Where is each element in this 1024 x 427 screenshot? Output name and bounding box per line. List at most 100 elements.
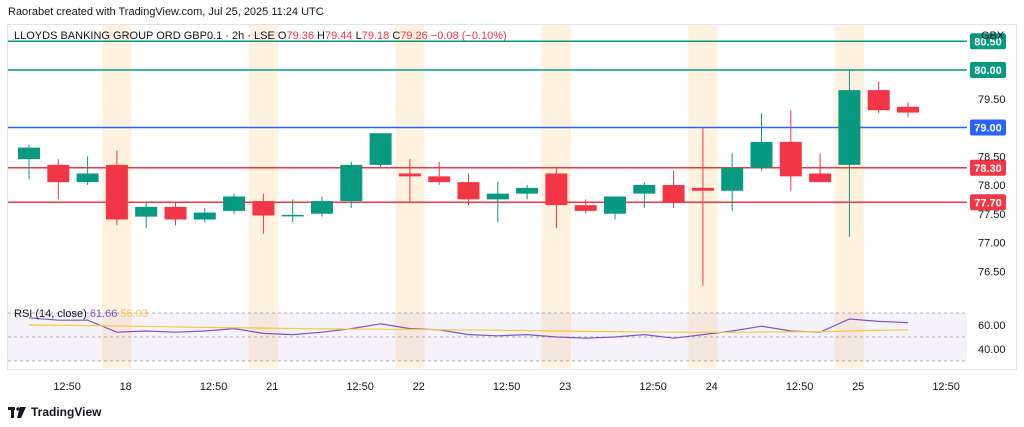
rsi-series-0 <box>28 317 909 339</box>
level-badge-label-4: 77.70 <box>974 197 1002 209</box>
candle-17 <box>516 185 539 200</box>
price-axis: 76.50 77.00 77.50 78.00 78.50 79.50 <box>978 94 1006 279</box>
candle-7 <box>223 193 246 214</box>
candle-24 <box>721 153 744 211</box>
candle-27 <box>809 153 832 183</box>
level-badge-bg-1 <box>970 62 1006 78</box>
candle-body-24 <box>721 167 744 191</box>
candle-8 <box>252 193 275 234</box>
price-tick-label-3: 78.00 <box>978 180 1006 192</box>
time-tick-label-4: 12:50 <box>346 381 374 393</box>
candle-body-12 <box>369 133 392 165</box>
rsi-panel: 60.00 40.00 <box>8 312 1006 362</box>
candle-11 <box>340 162 363 208</box>
candle-body-16 <box>486 193 509 200</box>
candle-13 <box>398 159 421 203</box>
time-axis: 12:50 18 12:50 21 12:50 22 12:50 23 12:50 24 12:50… <box>53 381 960 393</box>
level-badge-0: 80.50 <box>970 33 1006 50</box>
change-value: −0.08 (−0.10%) <box>430 30 507 42</box>
horizontal-levels: 80.50 80.00 79.00 78.30 77.70 <box>8 33 1006 211</box>
tradingview-logo-icon <box>8 406 26 418</box>
price-tick-label-0: 76.50 <box>978 266 1006 278</box>
currency-label: GBX <box>981 30 1005 42</box>
time-tick-label-12: 12:50 <box>932 381 960 393</box>
level-badge-label-0: 80.50 <box>974 36 1002 48</box>
candle-body-20 <box>604 196 626 214</box>
rsi-series-1 <box>28 324 909 333</box>
candle-22 <box>662 170 685 208</box>
candle-body-8 <box>252 201 275 216</box>
candle-body-11 <box>340 164 363 202</box>
tradingview-logo-text: TradingView <box>31 405 102 419</box>
open-value: 79.36 <box>286 30 314 42</box>
open-label: O <box>277 30 287 42</box>
candle-1 <box>47 159 70 200</box>
candle-12 <box>369 133 392 168</box>
candle-4 <box>135 202 158 229</box>
candle-body-4 <box>135 206 158 217</box>
candle-19 <box>574 199 597 214</box>
candle-body-22 <box>662 185 685 203</box>
candle-body-15 <box>457 182 480 200</box>
candle-body-25 <box>750 141 773 168</box>
candle-body-3 <box>105 164 128 220</box>
candle-29 <box>867 81 890 114</box>
candle-body-26 <box>779 141 802 177</box>
price-tick-label-2: 77.50 <box>978 209 1006 221</box>
high-value: 79.44 <box>325 30 353 42</box>
candle-23 <box>691 127 714 286</box>
level-badge-label-2: 79.00 <box>974 123 1002 135</box>
rsi-tick-label-0: 60.00 <box>978 320 1006 332</box>
candle-18 <box>545 167 568 229</box>
candlestick-series <box>18 70 919 286</box>
time-tick-label-2: 12:50 <box>200 381 228 393</box>
time-tick-label-0: 12:50 <box>53 381 81 393</box>
candle-30 <box>897 102 919 118</box>
candle-5 <box>164 202 187 226</box>
rsi-legend[interactable]: RSI (14, close) 61.66 56.03 <box>14 308 148 320</box>
time-tick-label-5: 22 <box>413 381 425 393</box>
candle-body-27 <box>809 173 832 183</box>
candle-body-5 <box>164 206 187 220</box>
candle-body-21 <box>633 185 656 194</box>
price-tick-label-1: 77.00 <box>978 238 1006 250</box>
time-tick-label-9: 24 <box>706 381 718 393</box>
candle-20 <box>604 196 626 220</box>
time-tick-label-8: 12:50 <box>639 381 667 393</box>
symbol-title: LLOYDS BANKING GROUP ORD GBP0.1 · 2h · L… <box>14 30 275 42</box>
level-badge-label-3: 78.30 <box>974 163 1002 175</box>
candle-body-0 <box>18 147 40 160</box>
candle-10 <box>311 196 333 217</box>
candle-21 <box>633 182 656 208</box>
price-tick-label-4: 78.50 <box>978 151 1006 163</box>
rsi-value: 61.66 <box>89 308 118 320</box>
level-badge-1: 80.00 <box>970 62 1006 78</box>
low-value: 79.18 <box>361 30 390 42</box>
price-tick-label-5: 79.50 <box>978 94 1006 106</box>
high-label: H <box>317 30 325 42</box>
time-tick-label-3: 21 <box>266 381 278 393</box>
candle-2 <box>76 156 99 185</box>
level-badge-3: 78.30 <box>970 159 1006 176</box>
candle-body-14 <box>428 176 451 183</box>
time-tick-label-10: 12:50 <box>786 381 814 393</box>
candle-body-23 <box>691 187 714 191</box>
level-badge-label-1: 80.00 <box>974 65 1002 77</box>
candle-28 <box>838 70 861 237</box>
close-value: 79.26 <box>400 30 428 42</box>
candle-14 <box>428 162 451 185</box>
candle-body-28 <box>838 90 861 165</box>
candle-body-9 <box>281 214 304 217</box>
rsi-ma-value: 56.03 <box>120 308 148 320</box>
candle-16 <box>486 182 509 223</box>
chart-credit: Raorabet created with TradingView.com, J… <box>8 6 324 18</box>
candle-9 <box>281 199 304 223</box>
tradingview-logo[interactable]: TradingView <box>8 405 101 419</box>
level-badge-bg-4 <box>970 194 1006 211</box>
candle-25 <box>750 113 773 171</box>
close-label: C <box>392 30 401 42</box>
candle-26 <box>779 110 802 191</box>
candle-6 <box>193 208 216 223</box>
symbol-legend[interactable]: LLOYDS BANKING GROUP ORD GBP0.1 · 2h · L… <box>14 30 507 42</box>
